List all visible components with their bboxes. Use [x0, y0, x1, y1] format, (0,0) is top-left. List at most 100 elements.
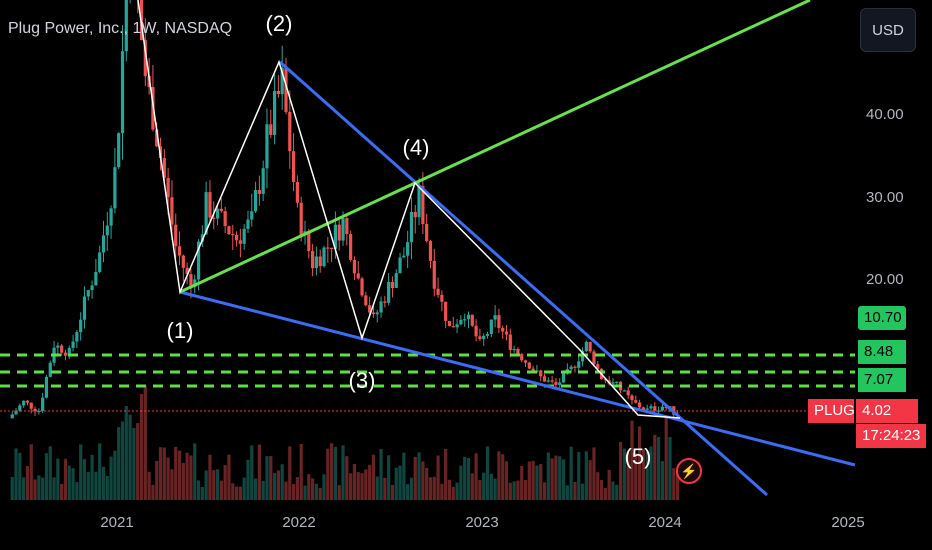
countdown-tag: 17:24:23	[856, 424, 926, 448]
volume-bar	[656, 436, 661, 500]
candle-body	[269, 124, 273, 135]
volume-bar	[196, 480, 201, 500]
candle-body	[170, 197, 174, 225]
candle-body	[196, 241, 201, 280]
candle-body	[276, 90, 280, 95]
upper-wedge-line	[279, 60, 768, 497]
volume-bar	[474, 453, 478, 500]
candle-body	[447, 320, 452, 327]
candle-body	[227, 226, 231, 234]
candle-body	[512, 349, 516, 351]
candle-body	[364, 295, 368, 306]
candle-body	[653, 406, 657, 411]
volume-bar	[86, 471, 90, 500]
candle-body	[554, 381, 558, 385]
volume-bar	[596, 472, 600, 500]
time-tick-2024: 2024	[648, 514, 682, 531]
candle-body	[611, 382, 615, 384]
volume-bar	[436, 455, 440, 500]
green-trend-line	[179, 0, 811, 294]
candle-body	[41, 397, 45, 411]
volume-bar	[546, 452, 550, 500]
volume-bar	[124, 406, 128, 500]
volume-bar	[573, 481, 577, 500]
currency-button[interactable]: USD	[860, 8, 916, 52]
volume-bar	[63, 458, 68, 500]
candle-body	[250, 211, 254, 220]
volume-bar	[215, 469, 220, 500]
volume-bar	[622, 448, 626, 500]
candle-body	[90, 285, 94, 291]
candle-body	[109, 208, 113, 226]
volume-bar	[250, 445, 254, 500]
volume-bar	[523, 480, 528, 500]
candle-body	[155, 129, 159, 147]
volume-bar	[676, 470, 680, 500]
candlesticks	[10, 0, 680, 419]
volume-bar	[227, 454, 231, 500]
volume-bar	[672, 468, 676, 500]
volume-bar	[280, 464, 284, 500]
candle-body	[311, 251, 315, 269]
time-tick-2023: 2023	[465, 514, 499, 531]
drawing-overlays	[0, 0, 856, 497]
volume-bar	[18, 452, 22, 500]
candle-body	[349, 234, 353, 260]
candle-body	[284, 68, 288, 112]
volume-bar	[660, 461, 664, 500]
candle-body	[246, 219, 250, 229]
candle-body	[113, 167, 117, 209]
volume-bar	[212, 470, 216, 500]
volume-bar	[402, 452, 406, 500]
volume-bar	[117, 427, 121, 500]
volume-bar	[466, 458, 471, 500]
candle-body	[44, 376, 49, 398]
volume-bar	[177, 450, 182, 500]
volume-bar	[25, 466, 30, 500]
candle-body	[577, 361, 581, 368]
volume-bar	[637, 426, 642, 500]
volume-bar	[368, 464, 372, 500]
volume-bar	[611, 481, 615, 500]
candle-body	[101, 235, 106, 253]
candle-body	[253, 190, 258, 212]
candle-body	[558, 382, 562, 385]
candle-body	[504, 331, 509, 335]
volume-bar	[29, 444, 33, 500]
volume-bar	[48, 446, 52, 500]
volume-bar	[265, 456, 269, 500]
volume-bar	[333, 446, 338, 500]
last-price-tag: 4.02	[856, 399, 918, 423]
candle-body	[265, 124, 269, 169]
lightning-icon[interactable]: ⚡	[676, 458, 702, 484]
candle-body	[584, 341, 588, 352]
candle-body	[193, 279, 197, 288]
candle-body	[295, 181, 299, 203]
candle-body	[413, 211, 417, 218]
candle-body	[189, 274, 193, 288]
wave-label-5: (5)	[624, 444, 652, 469]
volume-bar	[166, 457, 170, 500]
candle-body	[330, 247, 334, 249]
candle-body	[219, 208, 223, 212]
candle-body	[212, 217, 216, 219]
candle-body	[94, 271, 98, 286]
candle-body	[375, 312, 379, 315]
volume-bars	[10, 386, 680, 500]
volume-bar	[470, 473, 474, 500]
candle-body	[82, 296, 87, 320]
volume-bar	[630, 420, 634, 500]
volume-bar	[82, 459, 87, 500]
volume-bar	[231, 483, 235, 500]
candle-body	[463, 319, 467, 321]
volume-bar	[653, 434, 657, 500]
volume-bar	[234, 486, 239, 500]
volume-bar	[535, 465, 539, 500]
volume-bar	[375, 476, 379, 500]
volume-bar	[512, 481, 516, 500]
volume-bar	[542, 482, 547, 500]
candle-body	[326, 247, 330, 249]
level-tag-8-48: 8.48	[858, 340, 906, 364]
candle-body	[242, 228, 246, 244]
